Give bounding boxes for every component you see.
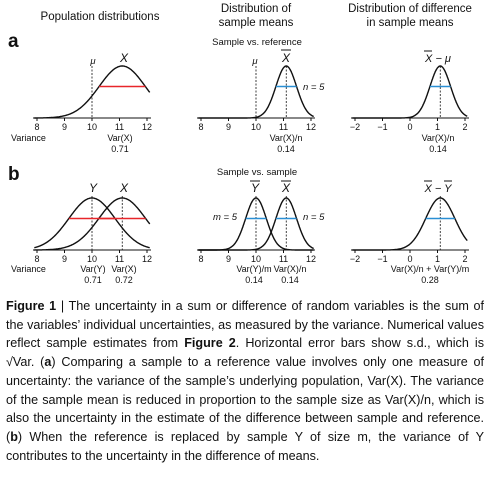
b3-tick-label: 0 (407, 254, 412, 264)
a3-diff-label: X − μ (424, 53, 451, 65)
figure-graphic: 8 9 10 11 12 8 9 10 11 12 −2 −1 0 1 28 9 10 11 12 8 9 10 11 12−… (8, 3, 472, 285)
b2-xbar-label: X (281, 181, 291, 195)
b1-tick-label: 12 (142, 254, 152, 264)
b2-tick-label: 10 (251, 254, 261, 264)
col-header-difference-2: in sample means (367, 17, 454, 29)
a3-tick-label: −2 (350, 122, 360, 132)
a3-tick-label: 0 (407, 122, 412, 132)
col-header-difference: Distribution of difference (348, 3, 472, 15)
a1-tick-label: 8 (34, 122, 39, 132)
caption-text-1: The uncertainty in a sum or difference o… (6, 299, 484, 351)
b3-tick-label: −2 (350, 254, 360, 264)
b2-tick-label: 11 (279, 254, 288, 264)
b3-var-value: 0.28 (421, 275, 439, 285)
b2-tick-label: 9 (226, 254, 231, 264)
a2-tick-label: 9 (226, 122, 231, 132)
a2-n-label: n = 5 (303, 82, 325, 93)
b1-var-x-value: 0.72 (115, 275, 133, 285)
b1-tick-label: 10 (87, 254, 97, 264)
b3-diff-label: X − Y (423, 183, 452, 195)
caption-b-ref: b (10, 429, 18, 444)
b1-var-y-label: Var(Y) (80, 264, 105, 274)
caption-separator: | (56, 299, 69, 313)
panel-a-subtitle: Sample vs. reference (212, 37, 302, 48)
figure-caption: Figure 1 | The uncertainty in a sum or d… (6, 297, 484, 465)
b1-population-y-curve (34, 197, 150, 249)
b3-var-label: Var(X)/n + Var(Y)/m (391, 264, 469, 274)
panel-a-letter: a (8, 31, 19, 52)
b3-tick-label: 2 (462, 254, 467, 264)
a1-mu-label: μ (89, 56, 96, 67)
caption-a-ref: a (44, 355, 52, 370)
b3-tick-label: −1 (377, 254, 387, 264)
col-header-sample-means: Distribution of (221, 3, 292, 15)
a1-population-curve (34, 65, 151, 119)
caption-text-4: ) When the reference is replaced by samp… (6, 429, 484, 463)
b1-y-label: Y (89, 181, 98, 195)
a2-xbar-label: X (281, 51, 291, 65)
a2-var-label: Var(X)/n (270, 133, 303, 143)
caption-figure2-ref: Figure 2 (184, 336, 236, 351)
b2-sample-mean-x-curve (198, 197, 314, 251)
a2-var-value: 0.14 (277, 144, 295, 154)
a2-tick-label: 8 (198, 122, 203, 132)
b2-var-x-label: Var(X)/n (274, 264, 307, 274)
a2-tick-label: 11 (279, 122, 288, 132)
b2-tick-label: 8 (198, 254, 203, 264)
b1-x-label: X (119, 181, 129, 195)
a1-tick-label: 10 (87, 122, 97, 132)
a1-x-label: X (119, 51, 129, 65)
a2-tick-label: 10 (251, 122, 261, 132)
a3-tick-label: −1 (377, 122, 387, 132)
a1-axis-label: Variance (11, 133, 46, 143)
b3-difference-curve (352, 197, 468, 251)
b1-var-x-label: Var(X) (111, 264, 136, 274)
b1-axis-label: Variance (11, 264, 46, 274)
b1-tick-label: 11 (115, 254, 124, 264)
b2-n-label: n = 5 (303, 212, 325, 223)
b2-var-x-value: 0.14 (281, 275, 299, 285)
b1-var-y-value: 0.71 (84, 275, 102, 285)
a3-tick-label: 1 (435, 122, 440, 132)
a2-mu-label: μ (251, 56, 258, 67)
b2-var-y-label: Var(Y)/m (236, 264, 271, 274)
b2-tick-label: 12 (306, 254, 316, 264)
col-header-population: Population distributions (41, 11, 160, 23)
b2-var-y-value: 0.14 (245, 275, 263, 285)
a1-tick-label: 11 (115, 122, 124, 132)
caption-text-2: . Horizontal error bars show s.d., which… (6, 336, 484, 370)
b2-m-label: m = 5 (213, 212, 238, 223)
a3-tick-label: 2 (462, 122, 467, 132)
b1-tick-label: 9 (62, 254, 67, 264)
a1-tick-label: 9 (62, 122, 67, 132)
panel-b-letter: b (8, 164, 20, 185)
b3-tick-label: 1 (435, 254, 440, 264)
caption-figure-label: Figure 1 (6, 299, 57, 313)
a1-tick-label: 12 (142, 122, 152, 132)
b1-population-x-curve (34, 197, 151, 251)
a3-var-value: 0.14 (429, 144, 447, 154)
a2-sample-mean-curve (198, 65, 314, 119)
panel-b-subtitle: Sample vs. sample (217, 167, 297, 178)
a3-difference-curve (352, 65, 468, 119)
b1-tick-label: 8 (34, 254, 39, 264)
col-header-sample-means-2: sample means (219, 17, 294, 29)
a2-tick-label: 12 (306, 122, 316, 132)
a3-var-label: Var(X)/n (422, 133, 455, 143)
a1-var-label: Var(X) (107, 133, 132, 143)
b2-ybar-label: Y (251, 181, 260, 195)
caption-text-3: ) Comparing a sample to a reference valu… (6, 355, 485, 444)
a1-var-value: 0.71 (111, 144, 129, 154)
